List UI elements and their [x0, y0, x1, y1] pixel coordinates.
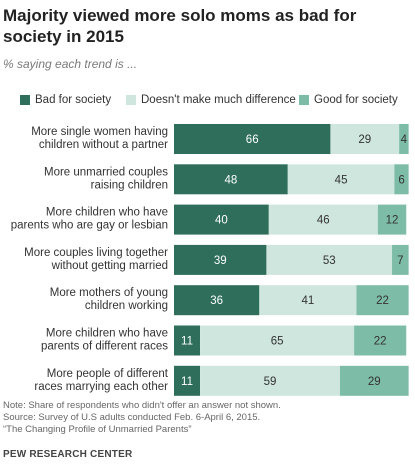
bar-segment-bad: [174, 325, 201, 356]
data-label-no-difference: 29: [358, 134, 371, 146]
bar-segment-no-difference: [200, 365, 340, 396]
category-label: More single women having children without…: [31, 126, 168, 151]
bar-segment-bad: [174, 164, 288, 195]
data-label-good: 6: [398, 174, 404, 186]
data-label-bad: 40: [215, 215, 228, 227]
category-label: More couples living together without gett…: [24, 247, 168, 272]
category-label: More people of different races marrying e…: [34, 368, 168, 393]
stacked-bar-chart: More single women having children without…: [11, 124, 409, 396]
category-label: More unmarried couples raising children: [44, 166, 168, 191]
data-label-no-difference: 45: [335, 174, 348, 186]
bar-segment-no-difference: [268, 204, 378, 235]
legend-item-no-difference: Doesn't make much difference: [126, 94, 296, 106]
chart-title: Majority viewed more solo moms as bad fo…: [3, 6, 357, 46]
category-label: More children who have parents who are ga…: [11, 207, 168, 232]
bar-segment-no-difference: [200, 325, 355, 356]
data-label-no-difference: 41: [302, 295, 315, 307]
legend-swatch-bad: [20, 95, 30, 105]
data-label-bad: 36: [210, 295, 223, 307]
data-label-bad: 11: [181, 336, 193, 348]
bar-segment-bad: [174, 244, 267, 275]
data-label-good: 22: [374, 336, 387, 348]
category-label: More mothers of young children working: [50, 287, 168, 312]
bar-segment-bad: [174, 285, 260, 316]
bar-segment-good: [339, 365, 409, 396]
note-line: Note: Share of respondents who didn't of…: [3, 400, 281, 411]
bar-segment-no-difference: [259, 285, 357, 316]
chart-notes: Note: Share of respondents who didn't of…: [3, 400, 281, 436]
legend-swatch-no-difference: [126, 95, 136, 105]
data-label-bad: 48: [224, 174, 237, 186]
bar-segment-good: [392, 244, 409, 275]
data-label-no-difference: 46: [317, 215, 330, 227]
legend-label-no-difference: Doesn't make much difference: [141, 94, 296, 106]
chart-legend: Bad for society Doesn't make much differ…: [0, 94, 415, 110]
data-label-good: 29: [368, 376, 381, 388]
bar-segment-bad: [174, 124, 331, 154]
legend-label-bad: Bad for society: [35, 94, 112, 106]
legend-item-good: Good for society: [299, 94, 398, 106]
data-label-no-difference: 59: [264, 376, 277, 388]
data-label-good: 7: [397, 255, 403, 267]
data-label-good: 22: [376, 295, 389, 307]
legend-item-bad: Bad for society: [20, 94, 111, 106]
category-label: More children who have parents of differe…: [41, 328, 168, 353]
bar-segment-bad: [174, 365, 201, 396]
data-label-good: 12: [386, 215, 399, 227]
bar-segment-no-difference: [287, 164, 395, 195]
report-line: “The Changing Profile of Unmarried Paren…: [3, 424, 192, 435]
brand-label: PEW RESEARCH CENTER: [3, 449, 133, 460]
bar-segment-good: [356, 285, 409, 316]
data-label-bad: 66: [246, 134, 259, 146]
source-line: Source: Survey of U.S adults conducted F…: [3, 412, 261, 423]
bar-segment-good: [399, 124, 409, 154]
bar-segment-good: [394, 164, 409, 195]
data-label-no-difference: 53: [323, 255, 336, 267]
data-label-bad: 11: [181, 376, 193, 388]
bar-segment-no-difference: [266, 244, 393, 275]
bar-segment-good: [354, 325, 407, 356]
data-label-bad: 39: [214, 255, 227, 267]
bar-segment-good: [377, 204, 407, 235]
legend-swatch-good: [299, 95, 309, 105]
legend-label-good: Good for society: [314, 94, 398, 106]
bar-segment-no-difference: [330, 124, 400, 154]
bar-segment-bad: [174, 204, 269, 235]
chart-subtitle: % saying each trend is ...: [3, 57, 138, 71]
data-label-no-difference: 65: [271, 336, 284, 348]
data-label-good: 4: [401, 134, 408, 146]
